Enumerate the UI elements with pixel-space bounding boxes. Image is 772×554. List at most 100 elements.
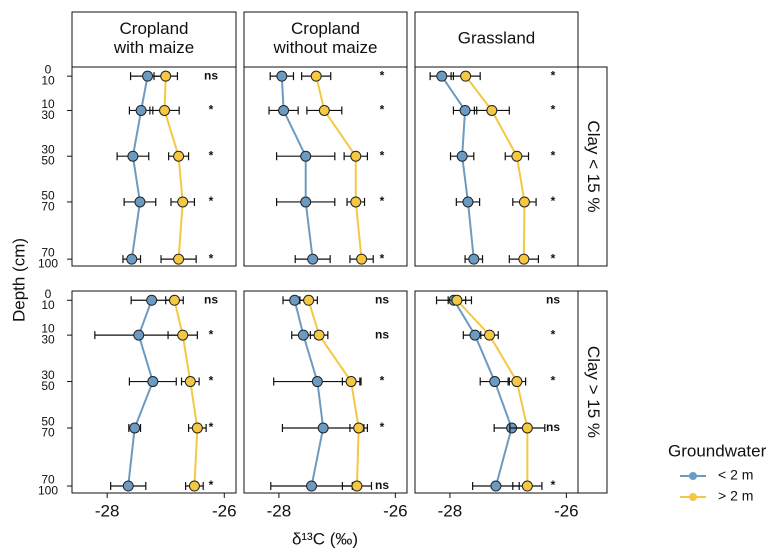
significance-label: * — [209, 374, 214, 388]
x-tick-label: -26 — [554, 501, 579, 520]
data-point — [306, 480, 318, 492]
panel-frame — [414, 66, 579, 267]
data-point — [311, 376, 323, 388]
data-point — [456, 150, 468, 162]
significance-label: * — [551, 251, 556, 265]
data-point — [159, 104, 171, 116]
data-point — [146, 294, 158, 306]
significance-label: * — [551, 478, 556, 492]
data-point — [310, 70, 322, 82]
significance-label: ns — [375, 478, 389, 492]
x-tick-label: -26 — [212, 501, 237, 520]
data-point — [451, 294, 463, 306]
significance-label: ns — [546, 420, 560, 434]
series-line — [163, 76, 184, 260]
significance-label: * — [380, 68, 385, 82]
data-point — [169, 294, 180, 306]
data-point — [436, 70, 448, 82]
significance-label: ns — [375, 292, 389, 306]
significance-label: ns — [375, 327, 389, 341]
data-point — [126, 253, 138, 265]
significance-label: * — [551, 103, 556, 117]
legend-marker — [689, 472, 697, 480]
y-tick-label: 50 70 — [41, 189, 55, 214]
data-point — [353, 422, 365, 434]
data-point — [134, 196, 146, 208]
panel-frame — [71, 66, 237, 267]
data-point — [160, 70, 172, 82]
data-point — [345, 376, 357, 388]
series-line — [315, 75, 363, 260]
data-point — [289, 294, 301, 306]
column-title: Cropland without maize — [273, 19, 378, 57]
row-title: Clay > 15 % — [584, 346, 603, 438]
significance-label: * — [209, 327, 214, 341]
significance-label: * — [209, 420, 214, 434]
data-point — [462, 196, 474, 208]
significance-label: * — [380, 374, 385, 388]
data-point — [459, 104, 471, 116]
data-point — [300, 196, 312, 208]
significance-label: * — [380, 251, 385, 265]
data-point — [460, 70, 472, 82]
significance-label: ns — [546, 292, 560, 306]
data-point — [135, 104, 147, 116]
significance-label: * — [551, 327, 556, 341]
data-point — [142, 70, 154, 82]
column-title: Cropland with maize — [113, 19, 194, 57]
data-point — [276, 70, 288, 82]
data-point — [188, 480, 200, 492]
significance-label: * — [551, 148, 556, 162]
row-title: Clay < 15 % — [584, 120, 603, 212]
significance-label: ns — [204, 68, 218, 82]
data-point — [350, 150, 362, 162]
data-point — [300, 150, 312, 162]
significance-label: * — [209, 478, 214, 492]
series-line — [280, 76, 314, 260]
data-point — [469, 329, 481, 341]
y-tick-label: 30 50 — [41, 143, 55, 168]
significance-label: * — [209, 251, 214, 265]
data-point — [521, 480, 533, 492]
y-tick-label: 0 10 — [41, 63, 55, 88]
legend-marker — [689, 493, 697, 501]
data-point — [350, 196, 362, 208]
series-line — [456, 299, 529, 487]
legend-title: Groundwater — [668, 441, 767, 460]
y-tick-label: 10 30 — [41, 322, 55, 347]
data-point — [484, 329, 496, 341]
y-tick-label: 70 100 — [38, 246, 58, 271]
panel-frame — [243, 66, 408, 267]
data-point — [468, 253, 480, 265]
significance-label: * — [209, 148, 214, 162]
data-point — [177, 196, 189, 208]
panel-frame — [414, 290, 579, 494]
x-axis-label: δ¹³C (‰) — [292, 529, 358, 548]
y-tick-label: 30 50 — [41, 368, 55, 393]
data-point — [191, 422, 203, 434]
legend-label: > 2 m — [718, 488, 753, 504]
significance-label: * — [209, 194, 214, 208]
significance-label: * — [551, 68, 556, 82]
x-tick-label: -28 — [267, 501, 292, 520]
y-tick-label: 0 10 — [41, 287, 55, 312]
significance-label: * — [551, 194, 556, 208]
data-point — [307, 253, 319, 265]
data-point — [127, 150, 139, 162]
panel-frame — [243, 290, 408, 494]
data-point — [122, 480, 134, 492]
significance-label: * — [380, 420, 385, 434]
data-point — [518, 196, 530, 208]
data-point — [490, 480, 502, 492]
data-point — [317, 422, 329, 434]
y-tick-label: 10 30 — [41, 97, 55, 122]
legend-label: < 2 m — [718, 467, 753, 483]
series-line — [130, 75, 149, 260]
significance-label: * — [380, 194, 385, 208]
data-point — [351, 480, 363, 492]
data-point — [177, 329, 189, 341]
x-tick-label: -28 — [438, 501, 463, 520]
data-point — [356, 253, 368, 265]
significance-label: * — [209, 103, 214, 117]
series-line — [293, 300, 325, 487]
